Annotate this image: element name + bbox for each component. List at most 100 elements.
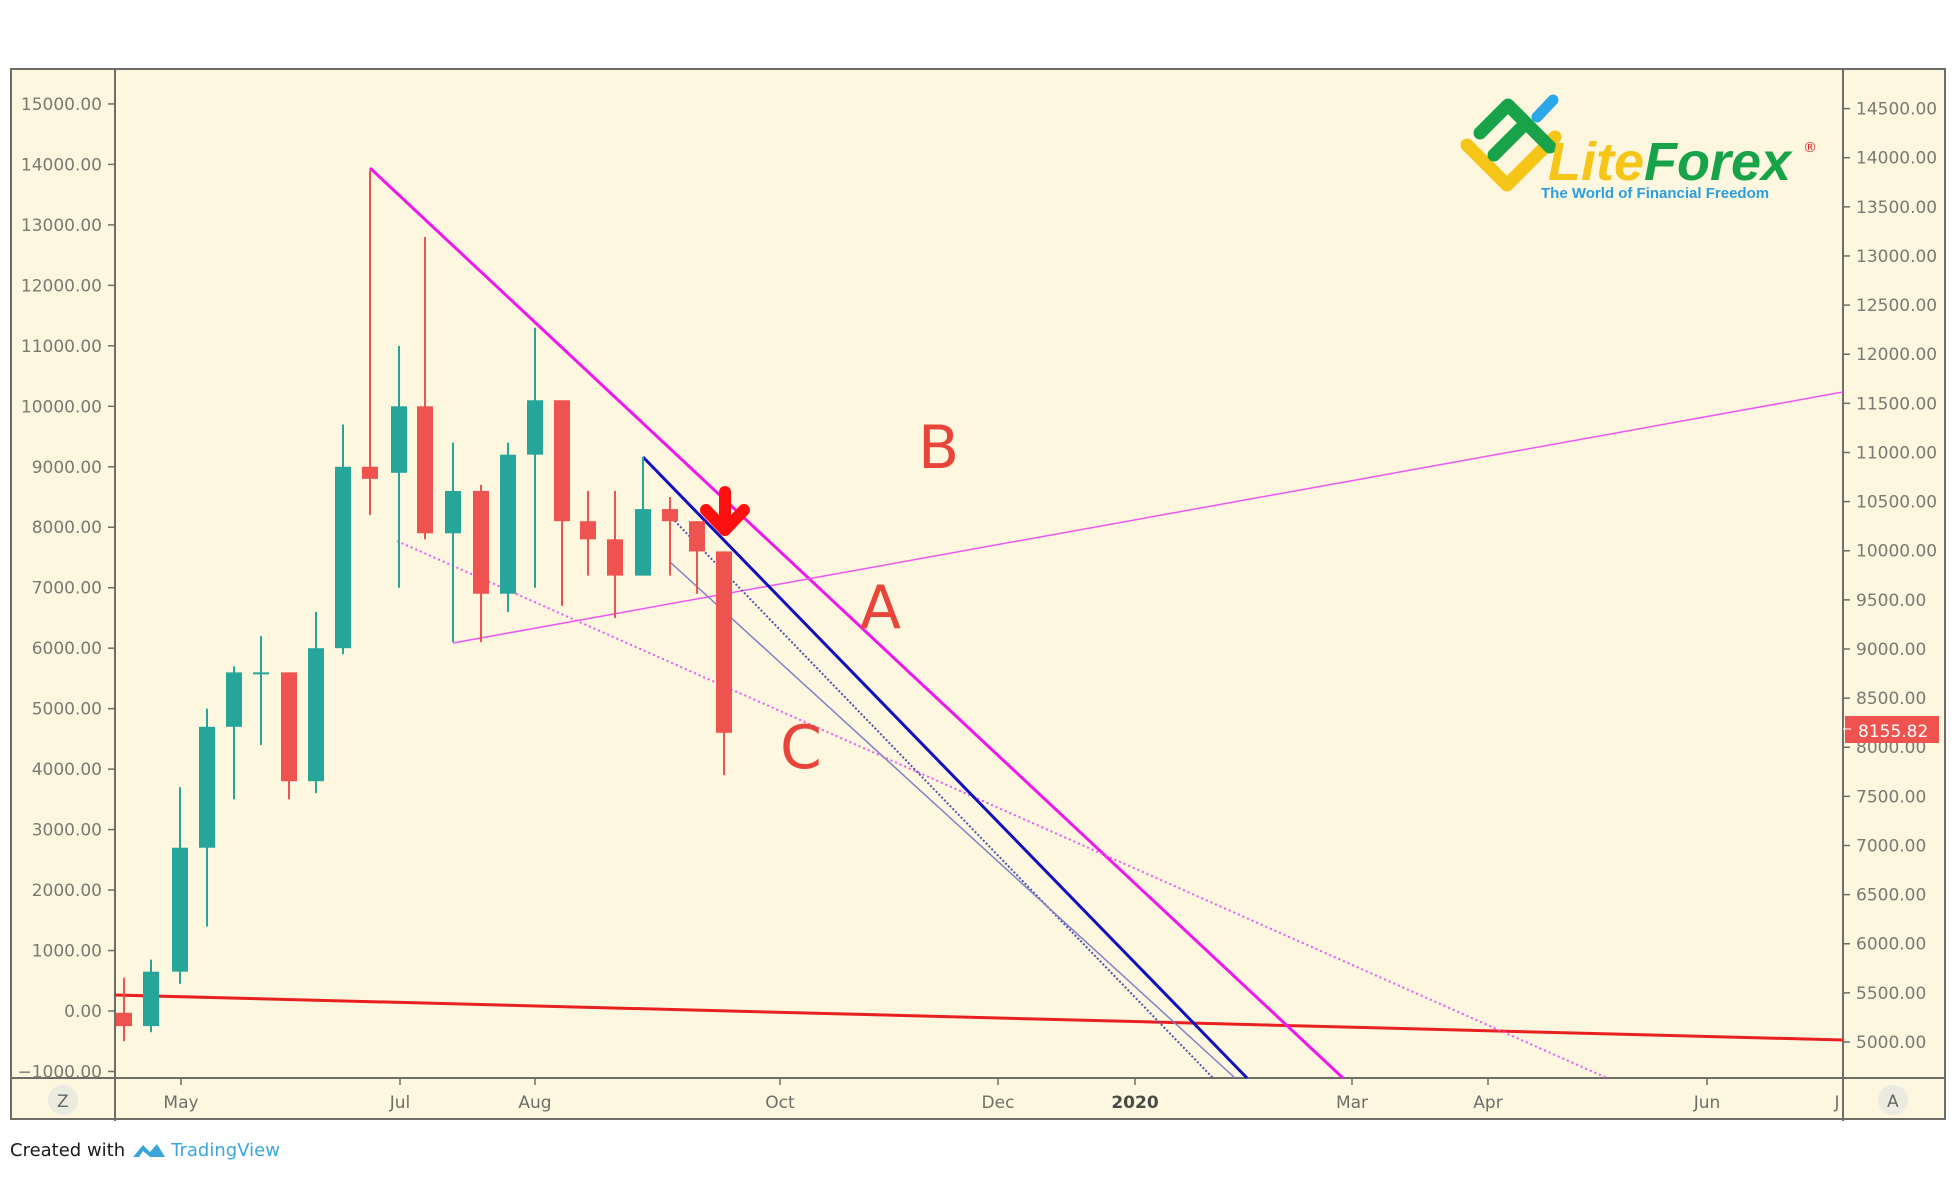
- candle[interactable]: [473, 484, 489, 643]
- left-axis-tick-label: 4000.00: [32, 760, 102, 780]
- left-axis-tick-label: 0.00: [64, 1002, 102, 1022]
- time-axis-label: Oct: [765, 1093, 795, 1113]
- candle[interactable]: [500, 442, 516, 612]
- right-axis-tick-label: 14000.00: [1856, 149, 1937, 169]
- candle[interactable]: [226, 666, 242, 800]
- left-axis-tick-label: 13000.00: [21, 216, 102, 236]
- left-axis-tick-label: 6000.00: [32, 639, 102, 659]
- left-axis-tick-label: 12000.00: [21, 276, 102, 296]
- candle[interactable]: [335, 424, 351, 655]
- right-axis-tick-label: 7000.00: [1856, 836, 1926, 856]
- left-axis-tick-label: 15000.00: [21, 95, 102, 115]
- blue-channel-mid[interactable]: [668, 514, 1214, 1079]
- right-axis-tick-label: 8500.00: [1856, 689, 1926, 709]
- last-price-label: 8155.82: [1843, 716, 1939, 743]
- right-axis-tick-label: 5500.00: [1856, 984, 1926, 1004]
- magenta-downtrend-line[interactable]: [368, 166, 1345, 1080]
- right-axis-tick-label: 13000.00: [1856, 247, 1937, 267]
- right-axis-tick-label: 10000.00: [1856, 542, 1937, 562]
- last-price-value: 8155.82: [1858, 722, 1928, 742]
- time-axis-label: Mar: [1336, 1093, 1368, 1113]
- time-axis-label: May: [163, 1093, 198, 1113]
- time-scale[interactable]: May Jul Aug Oct Dec 2020 Mar Apr Jun J: [163, 1078, 1840, 1113]
- auto-scale-button-right[interactable]: A: [1878, 1085, 1908, 1115]
- chart-frame: [10, 68, 1946, 1120]
- candle[interactable]: [253, 636, 269, 745]
- candle[interactable]: [281, 672, 297, 800]
- candle[interactable]: [362, 170, 378, 516]
- magenta-uptrend-line[interactable]: [452, 391, 1844, 644]
- left-axis-tick-label: 8000.00: [32, 518, 102, 538]
- left-axis-tick-label: 3000.00: [32, 821, 102, 841]
- time-axis-label: J: [1833, 1093, 1839, 1113]
- candle[interactable]: [391, 345, 407, 588]
- candle[interactable]: [635, 460, 651, 576]
- red-support-line[interactable]: [114, 993, 1844, 1042]
- candle[interactable]: [199, 708, 215, 927]
- candle[interactable]: [417, 236, 433, 540]
- right-axis-tick-label: 12000.00: [1856, 345, 1937, 365]
- svg-text:LiteForex: LiteForex: [1548, 132, 1793, 192]
- blue-channel-upper[interactable]: [641, 455, 1249, 1080]
- created-with-label: Created with: [10, 1139, 126, 1161]
- candle[interactable]: [689, 521, 705, 594]
- svg-text:®: ®: [1803, 140, 1817, 156]
- candle[interactable]: [172, 787, 188, 984]
- right-axis-tick-label: 12500.00: [1856, 296, 1937, 316]
- left-axis-tick-label: 5000.00: [32, 700, 102, 720]
- left-axis-tick-label: 10000.00: [21, 397, 102, 417]
- right-axis-tick-label: 11000.00: [1856, 443, 1937, 463]
- candle[interactable]: [116, 977, 132, 1042]
- left-price-scale[interactable]: 15000.00 14000.00 13000.00 12000.00 11000.00…: [17, 95, 115, 1083]
- footer: Created with TradingView: [10, 1135, 280, 1165]
- candle[interactable]: [580, 490, 596, 576]
- candle[interactable]: [445, 442, 461, 643]
- drawing-lines[interactable]: [114, 166, 1844, 1080]
- time-axis-label: Dec: [982, 1093, 1015, 1113]
- left-axis-tick-label: 14000.00: [21, 155, 102, 175]
- log-scale-button-left[interactable]: Z: [48, 1085, 78, 1115]
- annotation-c: C: [780, 713, 822, 783]
- right-axis-tick-label: 8000.00: [1856, 738, 1926, 758]
- left-axis-tick-label: −1000.00: [17, 1062, 102, 1082]
- svg-text:A: A: [1887, 1092, 1899, 1112]
- logo-tagline: The World of Financial Freedom: [1541, 185, 1769, 202]
- right-axis-tick-label: 7500.00: [1856, 787, 1926, 807]
- time-axis-label: 2020: [1111, 1093, 1158, 1113]
- time-axis-label: Jul: [389, 1093, 411, 1113]
- time-axis-label: Apr: [1473, 1093, 1502, 1113]
- candle[interactable]: [607, 490, 623, 618]
- red-down-arrow-icon: [700, 486, 750, 536]
- candles[interactable]: [116, 170, 732, 1042]
- right-axis-tick-label: 13500.00: [1856, 198, 1937, 218]
- right-axis-tick-label: 6500.00: [1856, 886, 1926, 906]
- annotation-b: B: [918, 413, 959, 483]
- tradingview-link[interactable]: TradingView: [171, 1139, 280, 1161]
- candle[interactable]: [308, 611, 324, 794]
- right-axis-tick-label: 14500.00: [1856, 100, 1937, 120]
- left-axis-tick-label: 11000.00: [21, 337, 102, 357]
- magenta-dotted-line[interactable]: [396, 540, 1608, 1079]
- candle[interactable]: [716, 551, 732, 776]
- left-axis-tick-label: 1000.00: [32, 942, 102, 962]
- right-axis-tick-label: 10500.00: [1856, 493, 1937, 513]
- time-axis-label: Jun: [1693, 1093, 1721, 1113]
- liteforex-mark-icon: [1460, 94, 1562, 192]
- right-price-scale[interactable]: 14500.00 14000.00 13500.00 13000.00 12500.00…: [1843, 100, 1937, 1053]
- right-axis-tick-label: 9500.00: [1856, 591, 1926, 611]
- right-axis-tick-label: 11500.00: [1856, 394, 1937, 414]
- candle[interactable]: [527, 327, 543, 588]
- right-axis-tick-label: 9000.00: [1856, 640, 1926, 660]
- left-axis-tick-label: 2000.00: [32, 881, 102, 901]
- tradingview-logo-icon: [133, 1144, 166, 1157]
- blue-channel-lower[interactable]: [669, 561, 1236, 1079]
- left-axis-tick-label: 7000.00: [32, 579, 102, 599]
- candle[interactable]: [143, 959, 159, 1033]
- right-axis-tick-label: 5000.00: [1856, 1033, 1926, 1053]
- svg-text:Z: Z: [57, 1092, 69, 1112]
- candle[interactable]: [662, 497, 678, 576]
- candle[interactable]: [554, 400, 570, 606]
- annotation-a: A: [860, 573, 901, 643]
- time-axis-label: Aug: [518, 1093, 551, 1113]
